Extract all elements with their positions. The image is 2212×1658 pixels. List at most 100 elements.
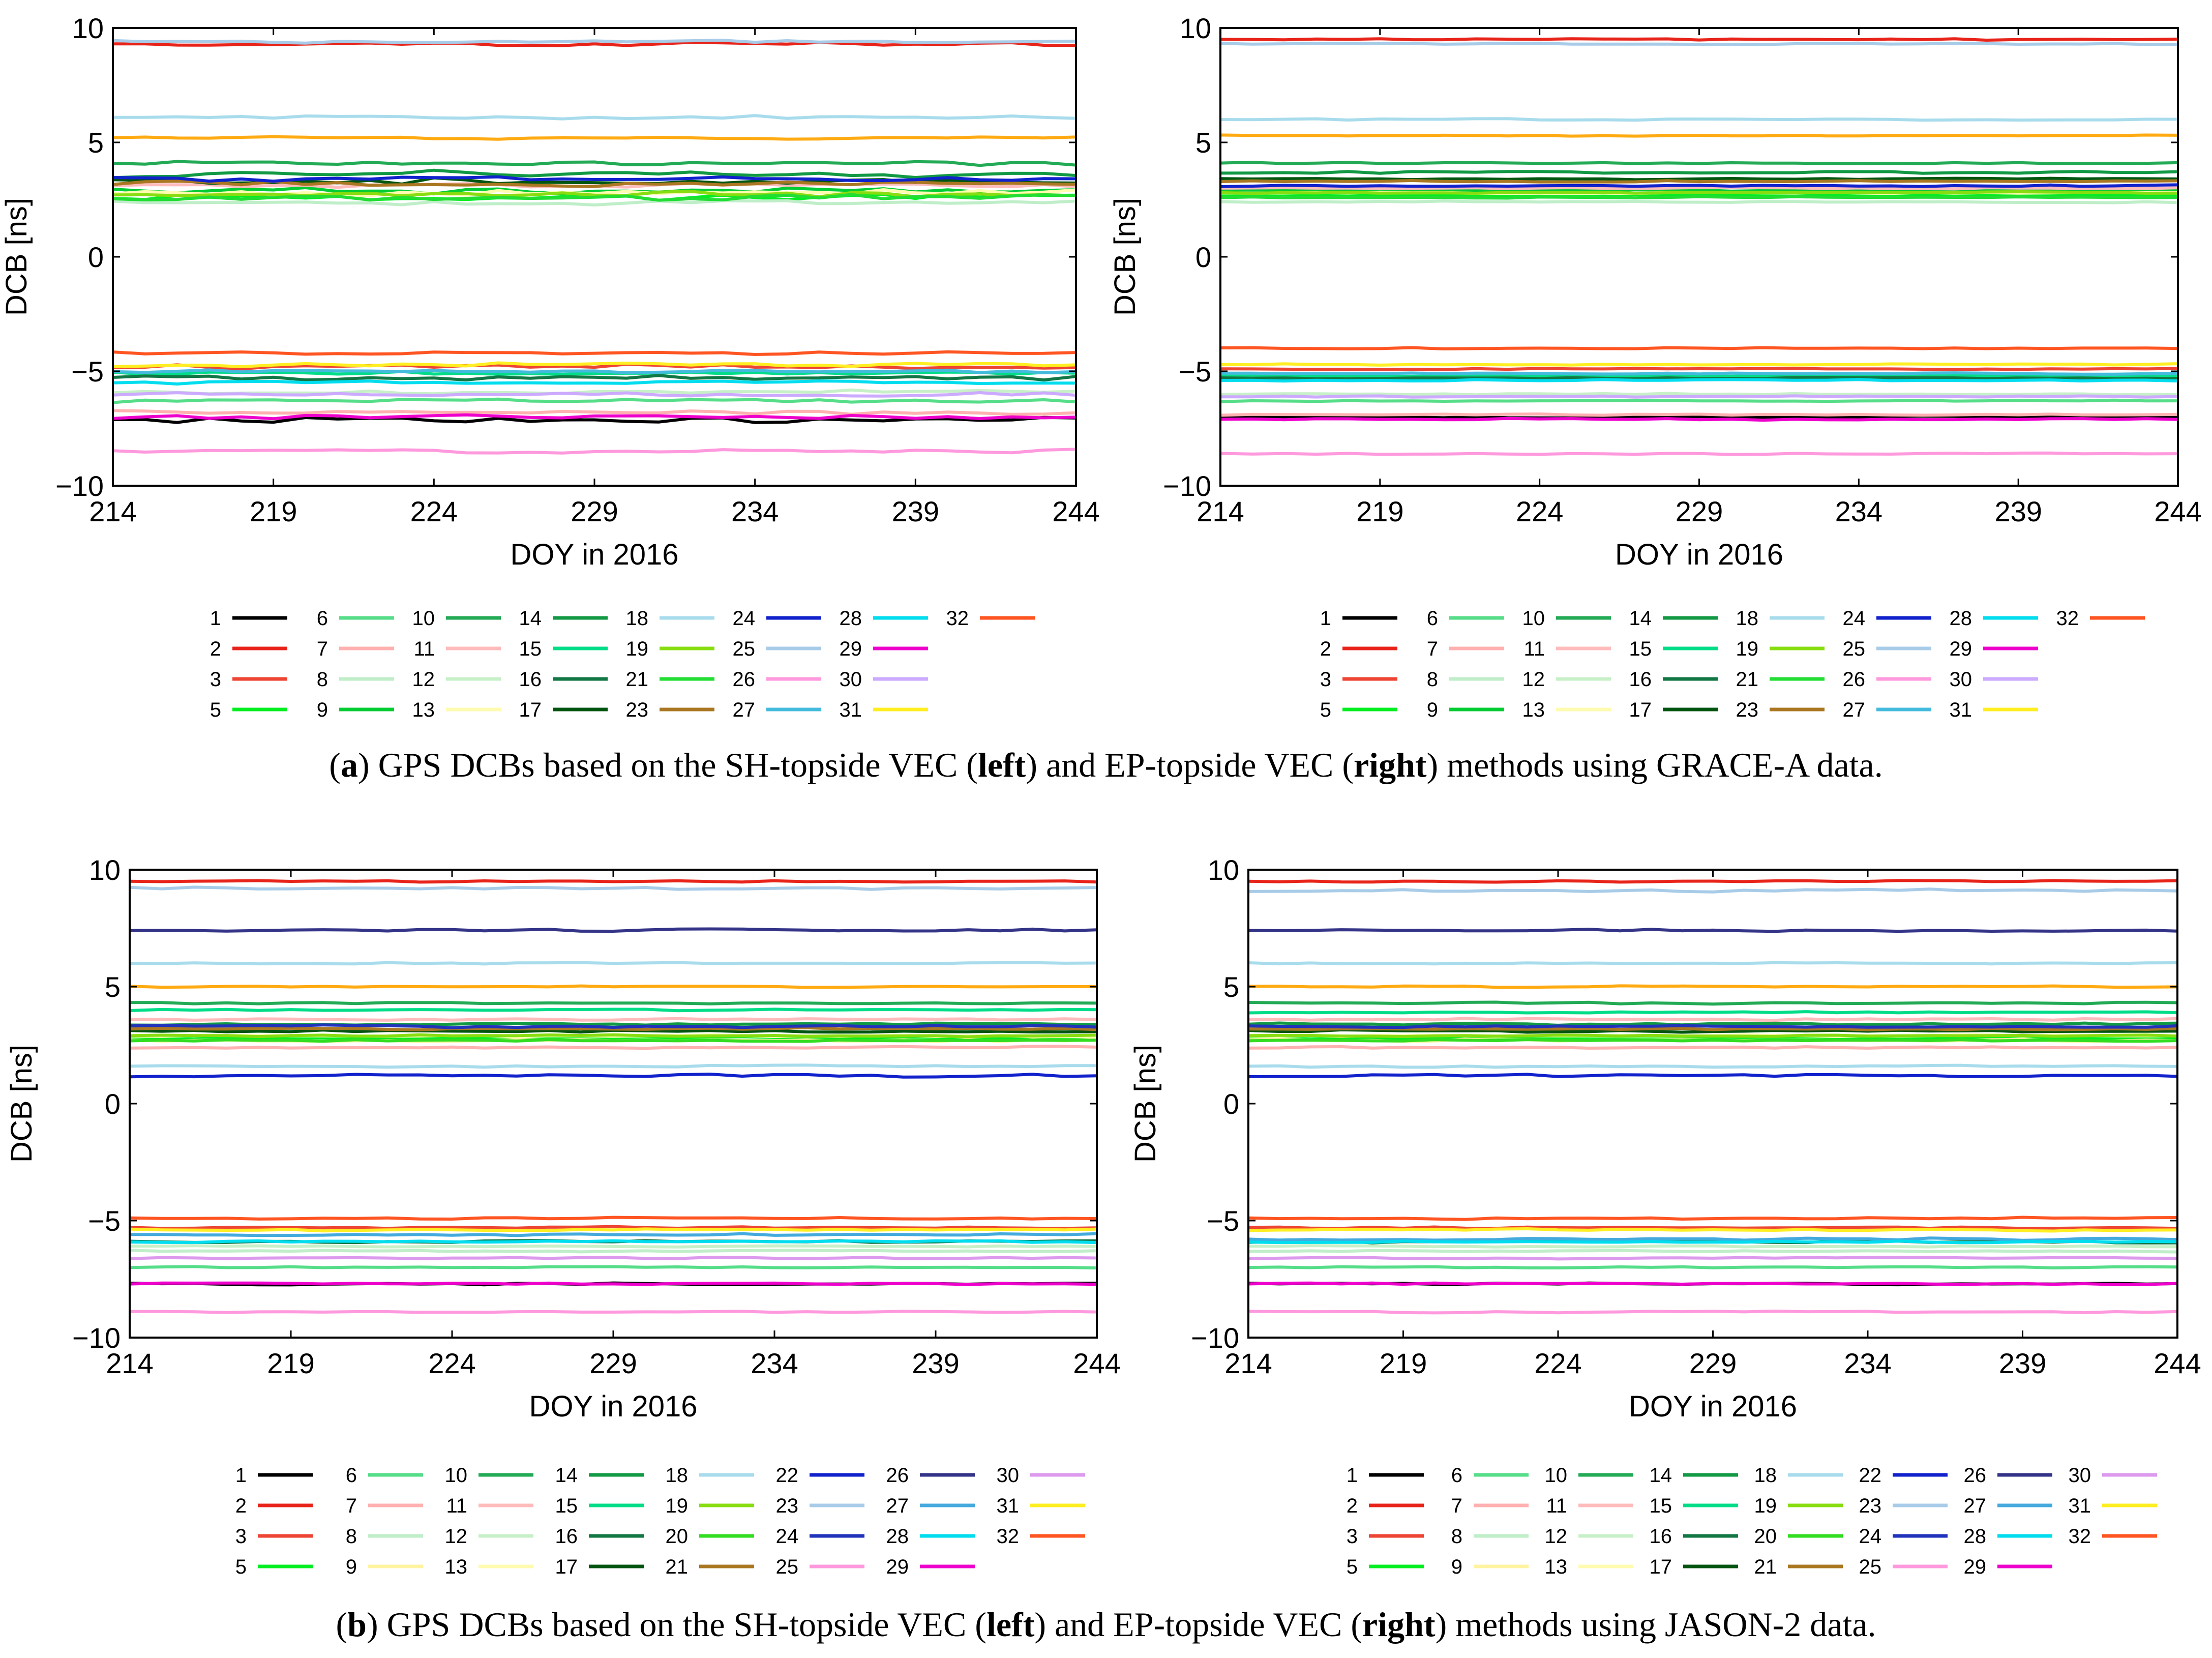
series-line-21 <box>1220 195 2178 200</box>
legend-label: 23 <box>626 699 649 721</box>
legend-label: 5 <box>235 1556 247 1578</box>
legend-label: 20 <box>666 1525 689 1548</box>
legend-label: 10 <box>1522 607 1545 630</box>
caption-a: (a) GPS DCBs based on the SH-topside VEC… <box>329 746 1883 784</box>
legend-label: 10 <box>445 1464 468 1487</box>
y-tick-label: 5 <box>1223 971 1239 1003</box>
legend-label: 3 <box>210 668 221 691</box>
legend-label: 22 <box>776 1464 799 1487</box>
legend-label: 31 <box>1950 699 1972 721</box>
series-line-25 <box>129 1310 1097 1314</box>
legend-label: 24 <box>733 607 756 630</box>
x-tick-label: 239 <box>1994 495 2042 527</box>
legend-label: 17 <box>555 1556 578 1578</box>
series-line-8 <box>1220 199 2178 204</box>
series-line-16 <box>112 374 1077 382</box>
legend-label: 31 <box>997 1495 1020 1517</box>
legend-label: 8 <box>1427 668 1438 691</box>
legend-label: 28 <box>1964 1525 1987 1548</box>
y-tick-label: 10 <box>72 12 104 44</box>
series-line-28 <box>129 1239 1097 1245</box>
x-tick-label: 214 <box>106 1347 153 1379</box>
x-tick-label: 224 <box>428 1347 475 1379</box>
legend-label: 14 <box>1650 1464 1672 1487</box>
x-tick-label: 234 <box>751 1347 798 1379</box>
legend-label: 7 <box>1427 638 1438 660</box>
series-line-15 <box>1220 373 2178 378</box>
legend-label: 31 <box>840 699 862 721</box>
legend-label: 27 <box>733 699 756 721</box>
series-line-7 <box>1248 1045 2178 1050</box>
series-line-18b <box>1248 1063 2178 1069</box>
legend-label: 16 <box>1629 668 1652 691</box>
y-tick-label: 0 <box>1223 1088 1239 1120</box>
series-line-30 <box>1248 1256 2178 1261</box>
legend-label: 32 <box>2056 607 2079 630</box>
series-line-10 <box>112 160 1077 167</box>
series-line-12 <box>112 388 1077 396</box>
series-line-6 <box>129 1265 1097 1270</box>
series-line-23 <box>129 885 1097 891</box>
series-line-12 <box>1220 392 2178 397</box>
legend-label: 21 <box>666 1556 689 1578</box>
y-tick-label: −5 <box>1179 356 1211 388</box>
legend-label: 9 <box>317 699 328 721</box>
y-tick-label: −10 <box>1163 470 1211 502</box>
series-line-23 <box>1248 887 2178 894</box>
series-line-31 <box>1220 362 2178 367</box>
series-line-18 <box>1248 961 2178 966</box>
y-tick-label: 5 <box>88 127 104 159</box>
legend-label: 27 <box>1964 1495 1987 1517</box>
legend-label: 15 <box>519 638 542 660</box>
x-tick-label: 224 <box>1516 495 1563 527</box>
series-line-12 <box>1248 1244 2177 1249</box>
x-tick-label: 244 <box>1052 495 1099 527</box>
legend-label: 9 <box>346 1556 357 1578</box>
legend-label: 5 <box>1347 1556 1358 1578</box>
legend-label: 19 <box>626 638 649 660</box>
series-line-29 <box>1220 417 2178 422</box>
series-line-25 <box>1220 41 2178 46</box>
legend-label: 15 <box>1650 1495 1672 1517</box>
x-tick-label: 244 <box>2154 1347 2201 1379</box>
series-line-24 <box>112 175 1077 183</box>
legend-label: 27 <box>1843 699 1866 721</box>
series-line-27 <box>129 1232 1097 1237</box>
x-tick-label: 214 <box>89 495 136 527</box>
series-line-26 <box>1248 928 2178 933</box>
y-tick-label: 10 <box>1180 12 1211 44</box>
legend-label: 5 <box>210 699 221 721</box>
legend-label: 15 <box>1629 638 1652 660</box>
y-axis-label: DCB [ns] <box>1109 198 1142 316</box>
series-line-19 <box>1248 1033 2178 1038</box>
series-line-7 <box>112 409 1077 416</box>
series-line-18b <box>129 1063 1097 1069</box>
series-line-28 <box>1248 1239 2178 1245</box>
x-tick-label: 239 <box>912 1347 959 1379</box>
legend-label: 32 <box>997 1525 1020 1548</box>
x-tick-label: 234 <box>1835 495 1882 527</box>
x-tick-label: 234 <box>731 495 779 527</box>
series-line-14 <box>1220 170 2178 175</box>
series-line-30 <box>129 1256 1097 1260</box>
legend: 1235678910111213141516171819212324252627… <box>210 607 1035 721</box>
legend-label: 12 <box>412 668 435 691</box>
series-line-26 <box>1220 451 2178 456</box>
series-line-17 <box>1248 1028 2178 1034</box>
y-tick-label: 5 <box>1195 127 1211 159</box>
legend-label: 9 <box>1427 699 1438 721</box>
x-tick-label: 214 <box>1197 495 1244 527</box>
legend-label: 32 <box>946 607 969 630</box>
series-line-29 <box>1248 1281 2178 1286</box>
x-tick-label: 229 <box>571 495 618 527</box>
legend-label: 27 <box>886 1495 909 1517</box>
legend-label: 25 <box>733 638 756 660</box>
series-line-8 <box>129 1249 1097 1254</box>
series-line-32 <box>112 350 1077 356</box>
y-tick-label: 5 <box>105 971 121 1003</box>
series-line-2 <box>1220 37 2178 42</box>
series-line-10 <box>1220 161 2178 165</box>
legend-label: 12 <box>1545 1525 1568 1548</box>
